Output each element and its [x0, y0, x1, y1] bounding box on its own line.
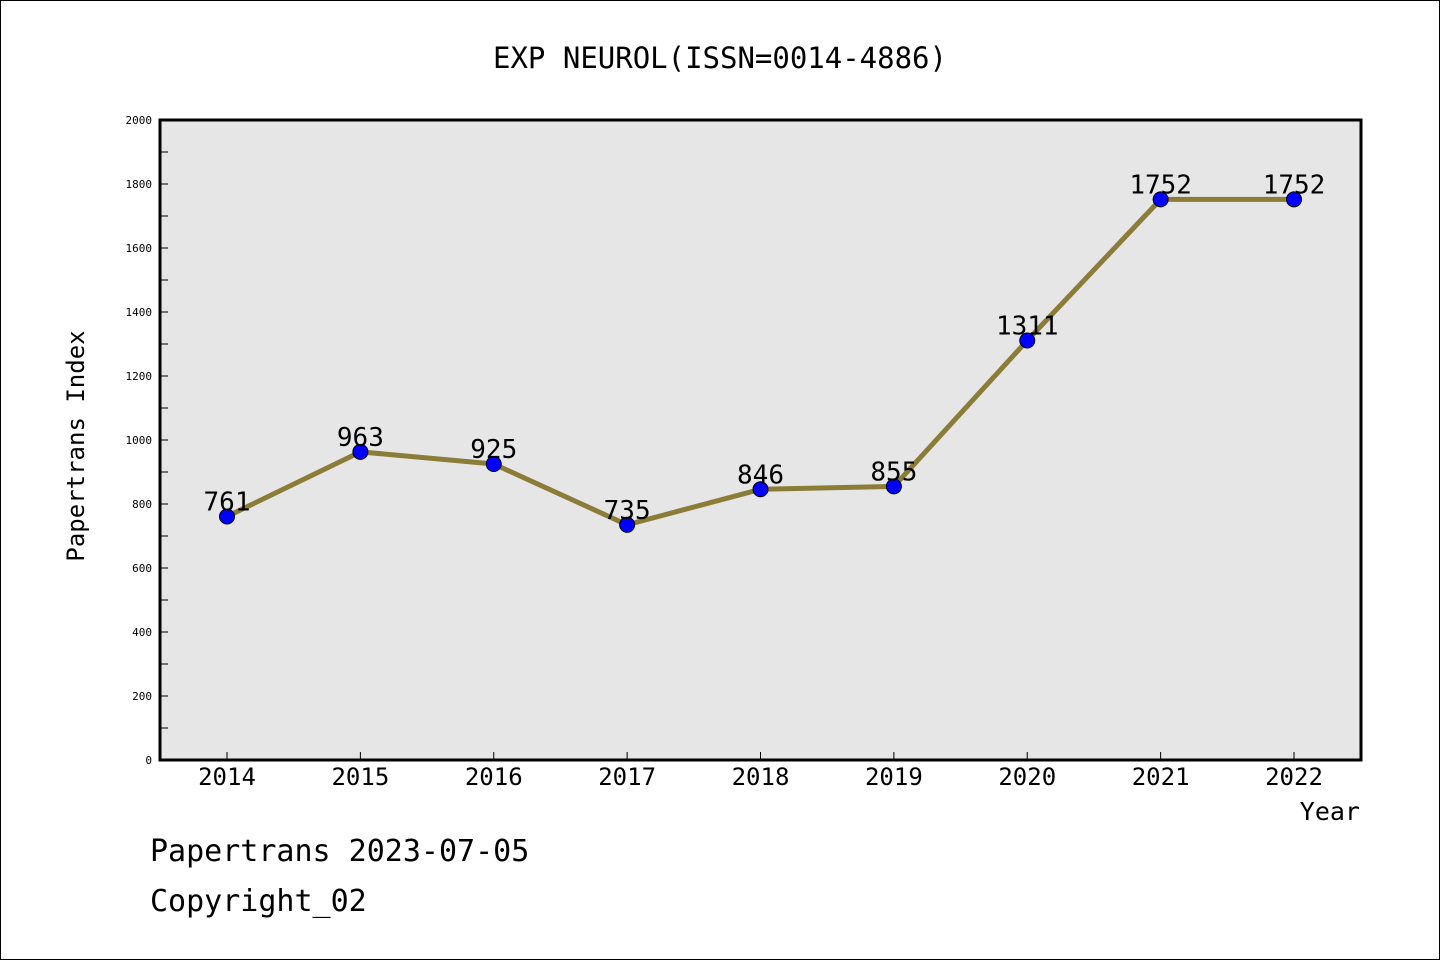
x-tick-label: 2022 — [1265, 763, 1323, 791]
y-tick-label: 400 — [132, 626, 152, 639]
data-label: 735 — [604, 496, 651, 526]
data-label: 963 — [337, 423, 384, 453]
plot-area — [160, 120, 1361, 760]
data-labels: 761 963 925 735 846 855 1311 1752 1752 — [204, 170, 1326, 525]
x-tick-label: 2019 — [865, 763, 923, 791]
data-point — [1019, 332, 1036, 349]
data-point — [352, 443, 369, 460]
data-label: 1311 — [996, 311, 1059, 341]
x-axis-label: Year — [1300, 797, 1360, 826]
data-markers — [219, 191, 1302, 533]
data-label: 1752 — [1129, 170, 1192, 200]
data-point — [1286, 191, 1302, 208]
y-tick-label: 2000 — [126, 114, 153, 127]
data-label: 846 — [737, 460, 784, 490]
y-tick-label: 1200 — [126, 370, 153, 383]
y-tick-label: 800 — [132, 498, 152, 511]
plot-border — [158, 118, 1363, 762]
data-point — [752, 481, 769, 498]
y-tick-label: 200 — [132, 690, 152, 703]
x-tick-label: 2020 — [998, 763, 1056, 791]
chart-title: EXP NEUROL(ISSN=0014-4886) — [493, 41, 947, 75]
y-tick-label: 0 — [145, 754, 152, 767]
y-tick-label: 1600 — [126, 242, 153, 255]
data-label: 761 — [204, 487, 251, 517]
x-tick-label: 2014 — [198, 763, 256, 791]
data-label: 925 — [470, 435, 517, 465]
x-axis-ticks: 2014 2015 2016 2017 2018 2019 2020 2021 2022 — [198, 752, 1323, 791]
data-point — [885, 478, 902, 495]
data-point — [485, 456, 502, 472]
data-point — [619, 516, 636, 533]
x-tick-label: 2018 — [732, 763, 790, 791]
data-point — [219, 508, 235, 525]
y-tick-label: 1400 — [126, 306, 153, 319]
footer-date: Papertrans 2023-07-05 — [150, 834, 530, 869]
footer-copyright: Copyright_02 — [150, 884, 367, 919]
x-tick-label: 2021 — [1132, 763, 1190, 791]
y-axis-label: Papertrans Index — [62, 330, 90, 561]
x-tick-label: 2017 — [598, 763, 656, 791]
x-tick-label: 2016 — [465, 763, 523, 791]
x-tick-label: 2015 — [331, 763, 389, 791]
data-label: 855 — [870, 457, 917, 487]
y-tick-label: 1000 — [126, 434, 153, 447]
y-axis-ticks: 0 200 400 600 800 1000 1200 1400 1600 1800 2000 — [126, 114, 168, 767]
data-label: 1752 — [1263, 170, 1326, 200]
data-point — [1152, 191, 1169, 208]
y-tick-label: 600 — [132, 562, 152, 575]
y-tick-label: 1800 — [126, 178, 153, 191]
